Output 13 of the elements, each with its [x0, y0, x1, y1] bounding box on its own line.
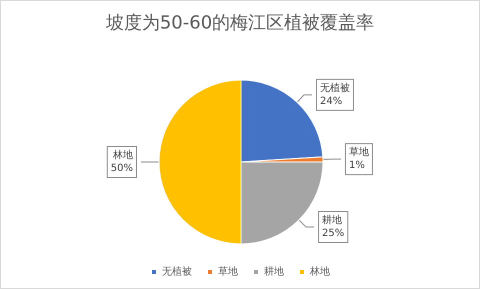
legend-label: 林地 [309, 266, 330, 278]
chart-title: 坡度为50-60的梅江区植被覆盖率 [104, 12, 374, 34]
data-label: 25% [322, 228, 344, 240]
legend-label: 草地 [218, 266, 238, 278]
slice-label: 无植被 [320, 82, 350, 94]
legend-label: 无植被 [162, 266, 192, 278]
data-label: 1% [348, 160, 365, 172]
slice-label: 耕地 [322, 214, 342, 226]
slice-label: 草地 [348, 146, 369, 158]
data-label: 24% [320, 96, 342, 107]
data-label: 50% [110, 163, 133, 174]
slice-label: 林地 [112, 149, 133, 161]
legend-label: 耕地 [264, 266, 284, 278]
